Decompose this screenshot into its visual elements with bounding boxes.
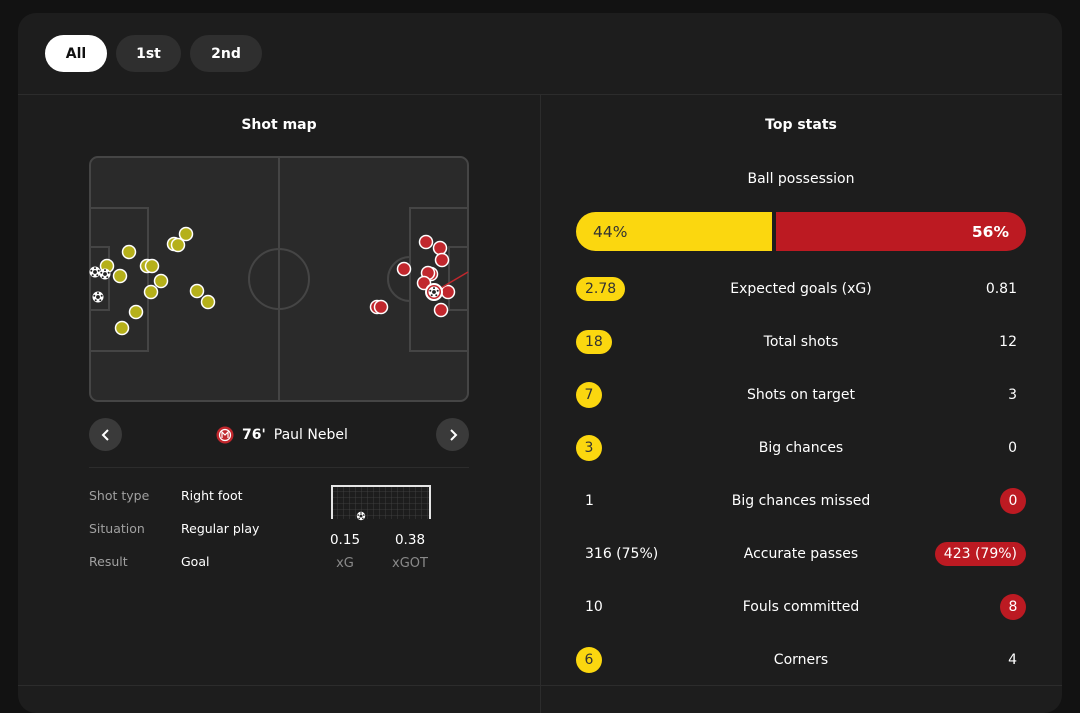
shot-details-divider [89, 467, 469, 468]
shot-marker [432, 240, 448, 256]
shot-marker [373, 299, 389, 315]
stat-home-value: 10 [585, 599, 603, 615]
stat-away-value: 0 [1000, 488, 1026, 514]
chevron-left-icon [101, 428, 109, 441]
prev-shot-button[interactable] [89, 418, 122, 451]
xg-label: xG [336, 556, 354, 571]
stat-home-value: 3 [576, 435, 602, 461]
stat-label: Expected goals (xG) [730, 281, 872, 297]
shot-marker [178, 226, 194, 242]
xgot-value: 0.38 [394, 532, 426, 548]
shot-marker [112, 268, 128, 284]
shot-map-title: Shot map [241, 117, 317, 133]
period-tabs: All 1st 2nd [45, 35, 262, 72]
shot-type-label: Shot type [89, 488, 150, 503]
stat-label: Big chances missed [731, 493, 871, 509]
possession-label: Ball possession [747, 171, 855, 187]
header-divider [18, 94, 1062, 95]
shot-marker [121, 244, 137, 260]
shot-marker [128, 304, 144, 320]
selected-shot-player: 76' Paul Nebel [216, 424, 348, 446]
goal-ball-icon [92, 291, 104, 303]
home-shots [99, 226, 216, 336]
stat-away-value: 4 [1008, 652, 1017, 668]
stat-away-value: 3 [1008, 387, 1017, 403]
shot-marker [153, 273, 169, 289]
stat-row: Shots on target 7 3 [576, 380, 1026, 410]
shot-marker [433, 302, 449, 318]
shot-type-value: Right foot [181, 488, 243, 503]
goal-mouth-diagram [331, 485, 431, 521]
column-divider [540, 95, 541, 713]
stat-row: Big chances 3 0 [576, 433, 1026, 463]
stat-home-value: 18 [576, 330, 612, 354]
goal-ball-icon [89, 266, 101, 278]
xgot-label: xGOT [392, 556, 428, 571]
stat-away-value: 0 [1008, 440, 1017, 456]
tab-1st[interactable]: 1st [116, 35, 181, 72]
shot-minute: 76' [242, 427, 266, 443]
stat-away-value: 423 (79%) [934, 542, 1026, 566]
stat-home-value: 316 (75%) [585, 546, 659, 562]
shot-marker [418, 234, 434, 250]
possession-bar: 44% 56% [576, 212, 1026, 251]
chevron-right-icon [449, 428, 457, 441]
footer-divider [18, 685, 1062, 686]
stat-home-value: 6 [576, 647, 602, 673]
stat-away-value: 12 [999, 334, 1017, 350]
stat-label: Fouls committed [742, 599, 860, 615]
player-name[interactable]: Paul Nebel [273, 427, 348, 443]
shot-marker [434, 252, 450, 268]
possession-away: 56% [776, 212, 1026, 251]
shot-marker [200, 294, 216, 310]
stat-row: Corners 6 4 [576, 645, 1026, 675]
stat-label: Accurate passes [743, 546, 859, 562]
result-value: Goal [181, 554, 210, 569]
next-shot-button[interactable] [436, 418, 469, 451]
stat-row: Accurate passes 316 (75%) 423 (79%) [576, 539, 1026, 569]
stat-away-value: 0.81 [985, 281, 1017, 297]
shot-marker [396, 261, 412, 277]
team-crest-icon [216, 426, 234, 444]
stat-home-value: 1 [585, 493, 594, 509]
match-stats-card: All 1st 2nd Shot map [18, 13, 1062, 713]
stat-label: Big chances [758, 440, 844, 456]
shot-marker [189, 283, 205, 299]
stat-home-value: 7 [576, 382, 602, 408]
stat-label: Shots on target [746, 387, 855, 403]
xg-value: 0.15 [329, 532, 361, 548]
shot-marker [144, 258, 160, 274]
shot-marker [170, 237, 186, 253]
stat-away-value: 8 [1000, 594, 1026, 620]
top-stats-title: Top stats [765, 117, 837, 133]
shot-marker [114, 320, 130, 336]
tab-2nd[interactable]: 2nd [190, 35, 262, 72]
stat-row: Big chances missed 1 0 [576, 486, 1026, 516]
shot-placement-ball-icon [356, 511, 366, 521]
situation-value: Regular play [181, 521, 260, 536]
goal-ball-icon [99, 268, 111, 280]
stat-row: Total shots 18 12 [576, 327, 1026, 357]
stat-label: Corners [773, 652, 829, 668]
result-label: Result [89, 554, 128, 569]
stat-row: Expected goals (xG) 2.78 0.81 [576, 274, 1026, 304]
shot-marker [440, 284, 456, 300]
shot-marker [143, 284, 159, 300]
shot-map-pitch[interactable] [89, 156, 469, 402]
stat-row: Fouls committed 10 8 [576, 592, 1026, 622]
selected-goal-ball-icon [428, 286, 440, 298]
tab-all[interactable]: All [45, 35, 107, 72]
possession-home: 44% [576, 212, 772, 251]
stat-label: Total shots [763, 334, 839, 350]
situation-label: Situation [89, 521, 145, 536]
stat-home-value: 2.78 [576, 277, 626, 301]
